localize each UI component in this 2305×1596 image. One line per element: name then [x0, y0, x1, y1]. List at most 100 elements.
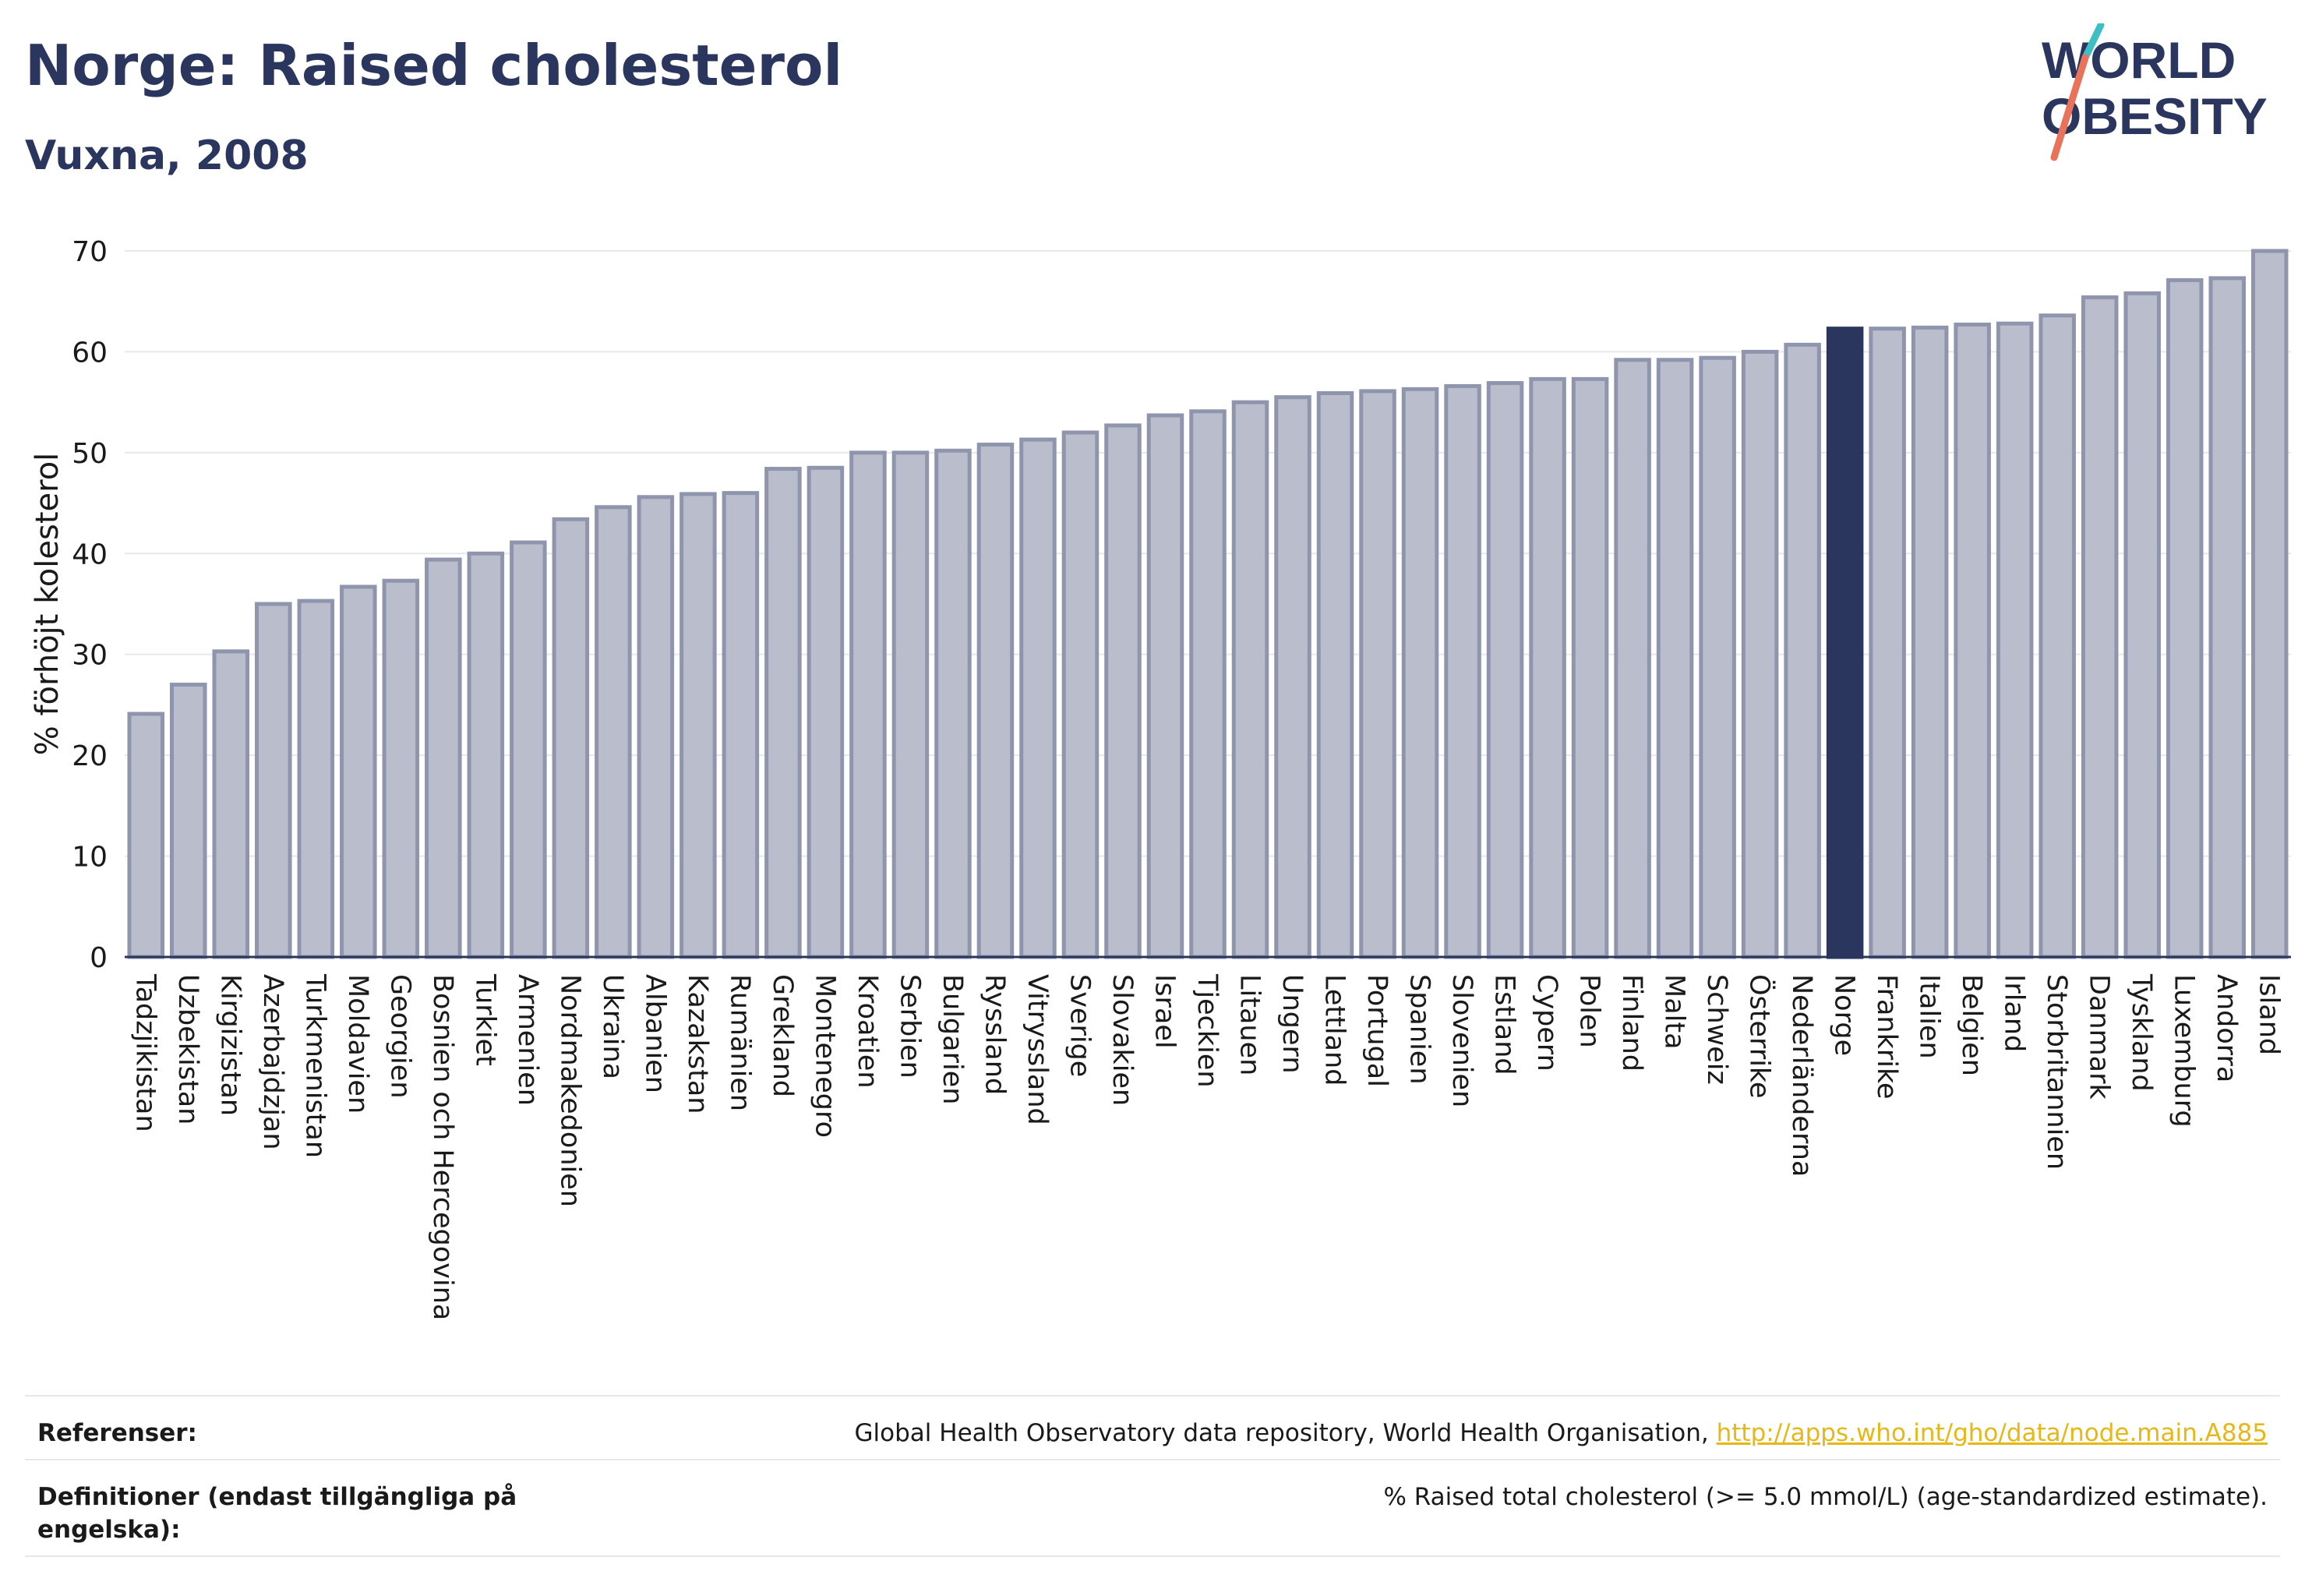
- y-axis-title: % förhöjt kolesterol: [30, 453, 65, 756]
- x-tick-label: Andorra: [2211, 974, 2242, 1082]
- x-tick-label: Bosnien och Hercegovina: [427, 974, 458, 1320]
- logo-slash-teal: [2081, 23, 2105, 62]
- bar: [425, 557, 462, 959]
- chart-subtitle: Vuxna, 2008: [25, 132, 309, 179]
- x-tick-label: Luxemburg: [2169, 974, 2200, 1128]
- bar: [2123, 291, 2161, 959]
- x-tick-label: Ungern: [1276, 974, 1308, 1074]
- bar: [807, 465, 845, 959]
- bar: [467, 551, 505, 959]
- x-tick-label: Estland: [1489, 974, 1520, 1075]
- definitions-row: Definitioner (endast tillgängliga på eng…: [25, 1459, 2280, 1557]
- x-tick-label: Turkiet: [469, 973, 500, 1066]
- bar: [1911, 325, 1949, 959]
- x-tick-label: Grekland: [767, 974, 798, 1097]
- y-tick-label: 50: [72, 438, 108, 470]
- x-tick-label: Italien: [1914, 974, 1945, 1059]
- x-tick-label: Tjeckien: [1191, 973, 1223, 1088]
- bar: [127, 711, 165, 959]
- references-label: Referenser:: [37, 1419, 197, 1447]
- bar: [722, 491, 760, 959]
- references-link[interactable]: http://apps.who.int/gho/data/node.main.A…: [1716, 1419, 2268, 1447]
- x-tick-label: Bulgarien: [937, 974, 968, 1104]
- y-tick-label: 0: [90, 942, 108, 974]
- x-tick-label: Slovenien: [1446, 974, 1477, 1107]
- x-tick-label: Azerbajdzjan: [257, 974, 288, 1150]
- logo-slash-red: [2050, 54, 2089, 161]
- x-tick-label: Polen: [1574, 974, 1605, 1048]
- x-tick-label: Uzbekistan: [172, 974, 203, 1125]
- bar: [2038, 313, 2076, 959]
- definitions-label: Definitioner (endast tillgängliga på eng…: [37, 1483, 517, 1544]
- bar: [1486, 381, 1524, 959]
- bar: [849, 450, 887, 959]
- y-tick-label: 10: [72, 842, 108, 874]
- x-tick-label: Tadzjikistan: [129, 973, 161, 1132]
- bar: [1231, 400, 1269, 959]
- bar: [1444, 383, 1481, 959]
- bar: [1869, 327, 1906, 959]
- x-tick-label: Georgien: [384, 974, 415, 1099]
- logo-line1: WORLD: [2042, 31, 2236, 89]
- bar: [255, 602, 292, 959]
- x-tick-label: Israel: [1149, 974, 1180, 1049]
- bar: [1741, 349, 1779, 959]
- y-tick-label: 70: [72, 236, 108, 268]
- bar: [2250, 249, 2289, 959]
- bar: [212, 649, 250, 959]
- bar: [1996, 321, 2034, 959]
- bars: [127, 249, 2289, 959]
- bar: [510, 540, 547, 959]
- bar: [1061, 430, 1100, 959]
- references-row: Referenser: Global Health Observatory da…: [25, 1395, 2280, 1459]
- bar: [764, 467, 802, 959]
- x-tick-label: Island: [2254, 974, 2285, 1055]
- x-tick-label: Finland: [1616, 974, 1647, 1072]
- bar: [1529, 376, 1566, 959]
- bar: [1146, 413, 1184, 959]
- y-tick-label: 40: [72, 538, 108, 570]
- x-tick-label: Danmark: [2084, 974, 2115, 1100]
- bar-highlight: [1826, 327, 1864, 959]
- x-tick-label: Belgien: [1956, 974, 1987, 1076]
- x-tick-label: Turkmenistan: [299, 973, 330, 1158]
- x-tick-label: Österrike: [1744, 974, 1777, 1098]
- x-tick-label: Sverige: [1064, 974, 1095, 1077]
- bar: [1656, 358, 1694, 959]
- bar: [891, 450, 930, 959]
- bar: [170, 683, 207, 959]
- x-tick-label: Kroatien: [852, 974, 883, 1089]
- y-tick-label: 30: [72, 640, 108, 672]
- x-tick-label: Vitryssland: [1022, 974, 1053, 1125]
- logo-line2: OBESITY: [2042, 87, 2268, 145]
- references-value: Global Health Observatory data repositor…: [855, 1417, 2268, 1449]
- bar: [1401, 387, 1439, 959]
- x-tick-label: Schweiz: [1701, 974, 1732, 1085]
- bar: [1019, 437, 1057, 959]
- bar: [1614, 358, 1651, 959]
- chart-title: Norge: Raised cholesterol: [25, 33, 843, 98]
- x-tick-label: Rumänien: [724, 974, 755, 1111]
- bar: [382, 578, 420, 959]
- x-tick-label: Kazakstan: [682, 974, 713, 1114]
- x-tick-label: Frankrike: [1871, 974, 1902, 1100]
- bar: [2208, 276, 2246, 959]
- bar: [595, 505, 632, 959]
- x-tick-label: Ukraina: [597, 974, 628, 1079]
- bar: [1316, 390, 1354, 959]
- x-tick-label: Nederländerna: [1786, 974, 1817, 1177]
- y-tick-label: 60: [72, 337, 108, 369]
- bar: [1571, 376, 1609, 959]
- world-obesity-logo: WORLD OBESITY: [2042, 23, 2268, 161]
- bar: [1189, 409, 1227, 959]
- definitions-value: % Raised total cholesterol (>= 5.0 mmol/…: [1383, 1483, 2268, 1511]
- bar: [1104, 423, 1142, 959]
- x-tick-label: Norge: [1829, 974, 1860, 1056]
- footer-table: Referenser: Global Health Observatory da…: [25, 1395, 2280, 1557]
- bar: [1954, 322, 1991, 959]
- bar: [976, 443, 1015, 959]
- x-tick-label: Storbritannien: [2041, 974, 2072, 1170]
- x-tick-label: Serbien: [894, 974, 925, 1079]
- x-tick-label: Portugal: [1361, 974, 1393, 1087]
- x-tick-label: Litauen: [1234, 974, 1265, 1075]
